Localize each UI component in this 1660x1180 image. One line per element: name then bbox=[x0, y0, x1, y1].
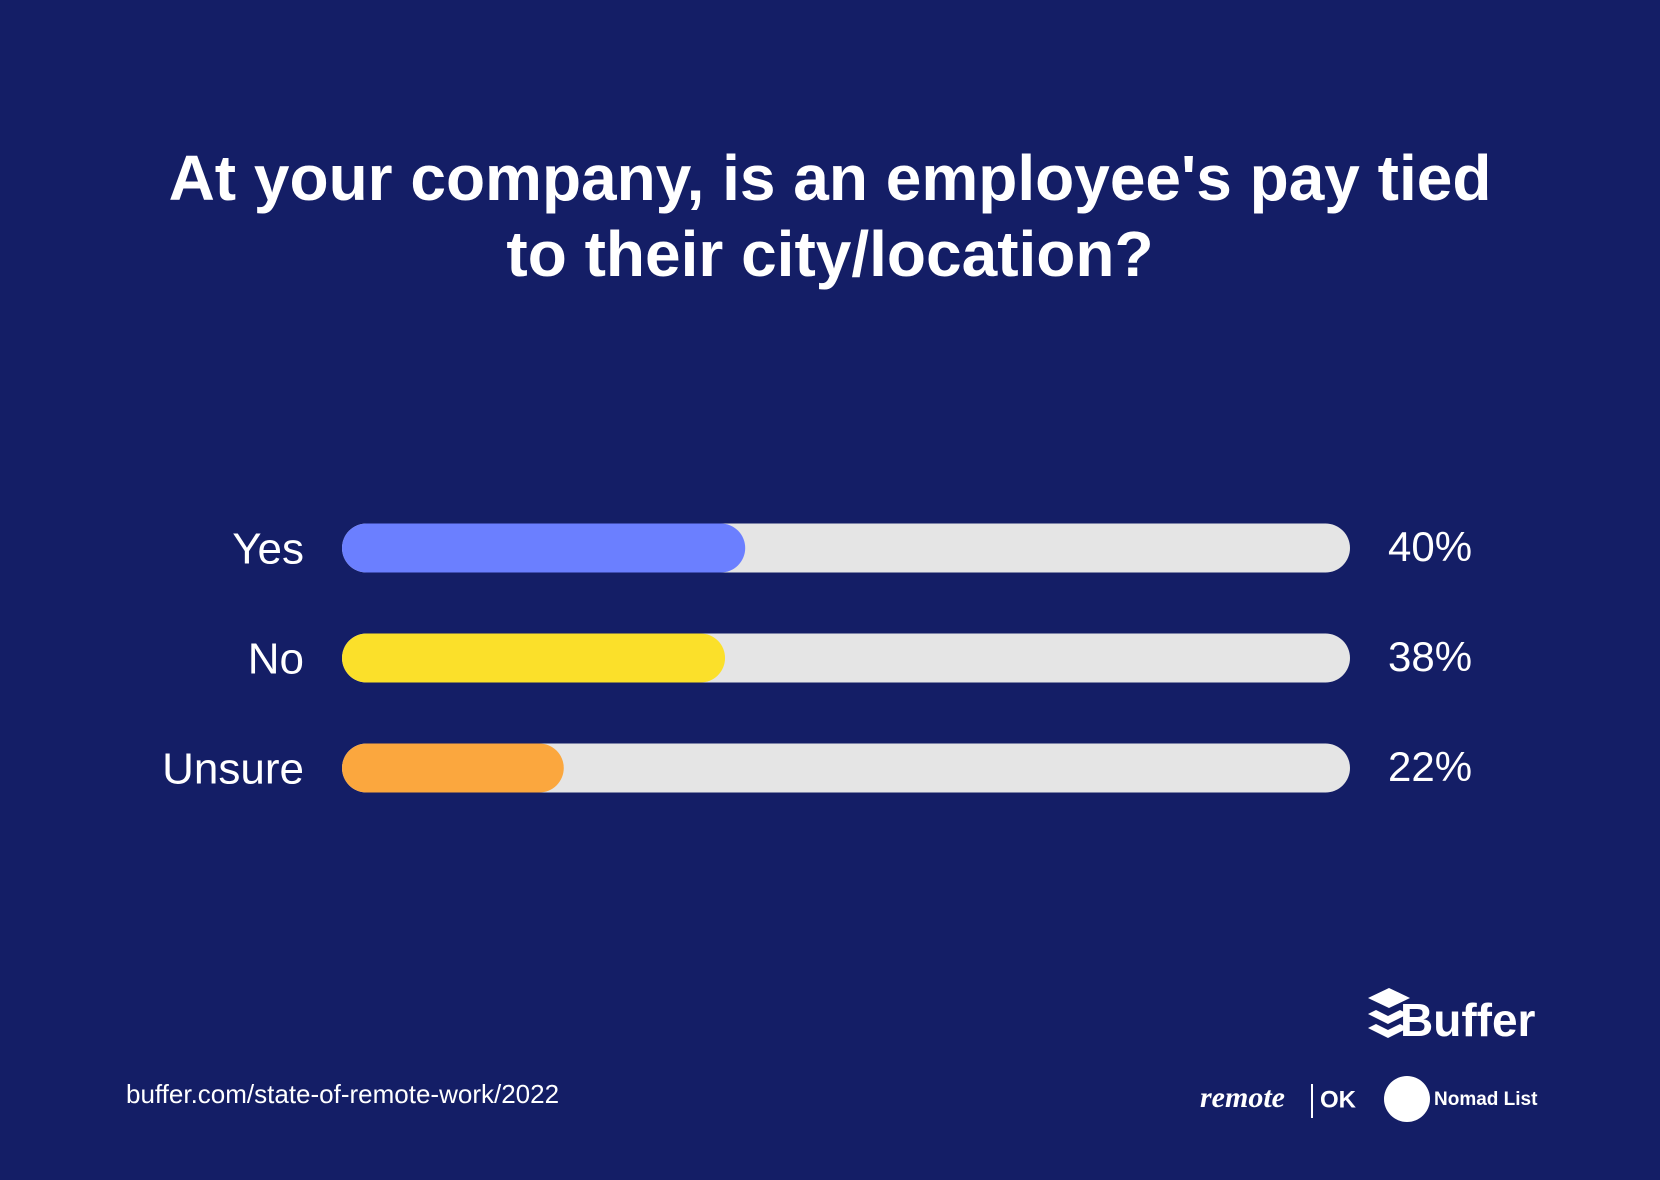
brand-logo: Nomad List bbox=[1434, 1089, 1538, 1110]
value-label: 38% bbox=[1388, 633, 1472, 680]
value-label: 40% bbox=[1388, 523, 1472, 570]
category-label: Yes bbox=[232, 525, 304, 574]
source: buffer.com/state-of-remote-work/2022 bbox=[126, 1079, 559, 1109]
chart-title: At your company, is an employee's pay ti… bbox=[168, 142, 1492, 290]
value-label: 22% bbox=[1388, 743, 1472, 790]
nomad-icon bbox=[1384, 1076, 1430, 1122]
bar bbox=[342, 633, 726, 683]
brand-logo: Buffer bbox=[1400, 994, 1536, 1046]
bar bbox=[342, 743, 564, 793]
buffer-logo-icon bbox=[1368, 988, 1410, 1038]
category-label: Unsure bbox=[162, 745, 304, 794]
bar bbox=[342, 523, 746, 573]
brand-logo: remote bbox=[1200, 1081, 1285, 1114]
bar-track bbox=[342, 743, 1350, 793]
brand-logo: OK bbox=[1320, 1086, 1357, 1113]
category-label: No bbox=[248, 635, 304, 684]
